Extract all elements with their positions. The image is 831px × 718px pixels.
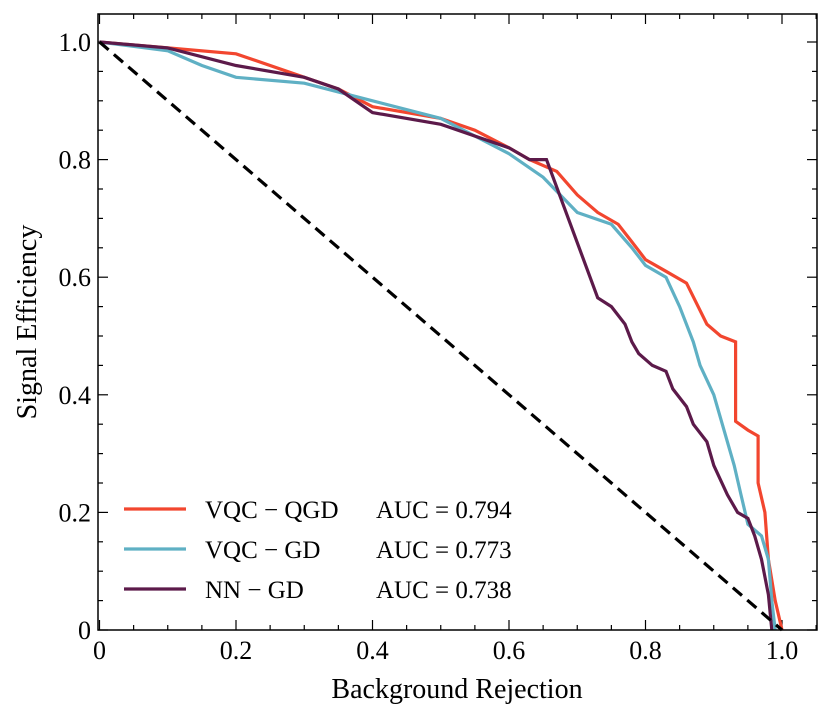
- legend-series-name: VQC − GD: [205, 537, 321, 564]
- x-axis-label: Background Rejection: [331, 674, 582, 705]
- legend-auc-label: AUC = 0.773: [376, 537, 512, 564]
- x-tick-label: 1.0: [766, 636, 799, 665]
- legend-auc-label: AUC = 0.794: [376, 497, 512, 524]
- y-tick-label: 0.2: [59, 498, 92, 527]
- x-tick-label: 0.2: [220, 636, 253, 665]
- series-layer: [98, 40, 784, 632]
- plot-frame: [97, 13, 818, 631]
- x-tick-label: 0.6: [493, 636, 526, 665]
- tick-labels: 0 0.2 0.4 0.6 0.8 1.0 0 0.2 0.4 0.6 0.8 1.0: [59, 28, 799, 665]
- x-tick-label: 0.8: [629, 636, 662, 665]
- y-tick-label: 0.8: [59, 146, 92, 175]
- legend-series-name: NN − GD: [205, 577, 304, 604]
- y-tick-label: 0.6: [59, 263, 92, 292]
- y-axis-label: Signal Efficiency: [12, 225, 43, 420]
- series-line-1: [99, 40, 784, 631]
- legend-series-name: VQC − QGD: [205, 497, 339, 524]
- y-tick-label: 1.0: [59, 28, 92, 57]
- legend: VQC − QGD AUC = 0.794 VQC − GD AUC = 0.773 N…: [124, 497, 512, 604]
- axis-ticks: [98, 14, 817, 631]
- series-line-3: [99, 40, 774, 631]
- reference-diagonal-line: [98, 40, 784, 632]
- y-tick-label: 0.4: [59, 381, 92, 410]
- y-tick-label: 0: [78, 616, 91, 645]
- x-tick-label: 0.4: [356, 636, 389, 665]
- x-tick-label: 0: [93, 636, 106, 665]
- legend-auc-label: AUC = 0.738: [376, 577, 512, 604]
